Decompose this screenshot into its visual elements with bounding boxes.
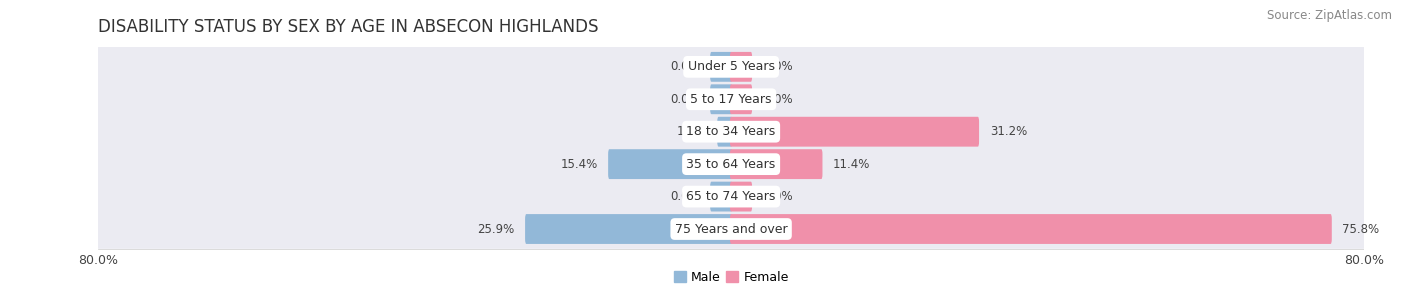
FancyBboxPatch shape xyxy=(710,52,733,82)
FancyBboxPatch shape xyxy=(730,182,752,211)
FancyBboxPatch shape xyxy=(710,182,733,211)
Text: 0.0%: 0.0% xyxy=(762,190,793,203)
Text: 31.2%: 31.2% xyxy=(990,125,1026,138)
Text: 65 to 74 Years: 65 to 74 Years xyxy=(686,190,776,203)
FancyBboxPatch shape xyxy=(710,84,733,114)
FancyBboxPatch shape xyxy=(96,209,1367,249)
Legend: Male, Female: Male, Female xyxy=(669,266,793,289)
Text: 18 to 34 Years: 18 to 34 Years xyxy=(686,125,776,138)
FancyBboxPatch shape xyxy=(730,214,1331,244)
FancyBboxPatch shape xyxy=(524,214,733,244)
Text: 25.9%: 25.9% xyxy=(477,223,515,235)
Text: DISABILITY STATUS BY SEX BY AGE IN ABSECON HIGHLANDS: DISABILITY STATUS BY SEX BY AGE IN ABSEC… xyxy=(98,18,599,36)
Text: 5 to 17 Years: 5 to 17 Years xyxy=(690,93,772,106)
Text: 0.0%: 0.0% xyxy=(762,93,793,106)
FancyBboxPatch shape xyxy=(730,84,752,114)
FancyBboxPatch shape xyxy=(96,177,1367,216)
Text: 0.0%: 0.0% xyxy=(669,93,699,106)
FancyBboxPatch shape xyxy=(717,117,733,147)
Text: 75 Years and over: 75 Years and over xyxy=(675,223,787,235)
Text: 15.4%: 15.4% xyxy=(560,158,598,170)
FancyBboxPatch shape xyxy=(609,149,733,179)
Text: 1.6%: 1.6% xyxy=(676,125,707,138)
Text: 0.0%: 0.0% xyxy=(669,60,699,73)
Text: Source: ZipAtlas.com: Source: ZipAtlas.com xyxy=(1267,9,1392,22)
FancyBboxPatch shape xyxy=(730,117,979,147)
Text: 0.0%: 0.0% xyxy=(762,60,793,73)
FancyBboxPatch shape xyxy=(96,47,1367,87)
FancyBboxPatch shape xyxy=(96,80,1367,119)
FancyBboxPatch shape xyxy=(96,112,1367,152)
Text: 35 to 64 Years: 35 to 64 Years xyxy=(686,158,776,170)
FancyBboxPatch shape xyxy=(730,52,752,82)
Text: 75.8%: 75.8% xyxy=(1343,223,1379,235)
Text: Under 5 Years: Under 5 Years xyxy=(688,60,775,73)
FancyBboxPatch shape xyxy=(96,144,1367,184)
Text: 0.0%: 0.0% xyxy=(669,190,699,203)
FancyBboxPatch shape xyxy=(730,149,823,179)
Text: 11.4%: 11.4% xyxy=(834,158,870,170)
